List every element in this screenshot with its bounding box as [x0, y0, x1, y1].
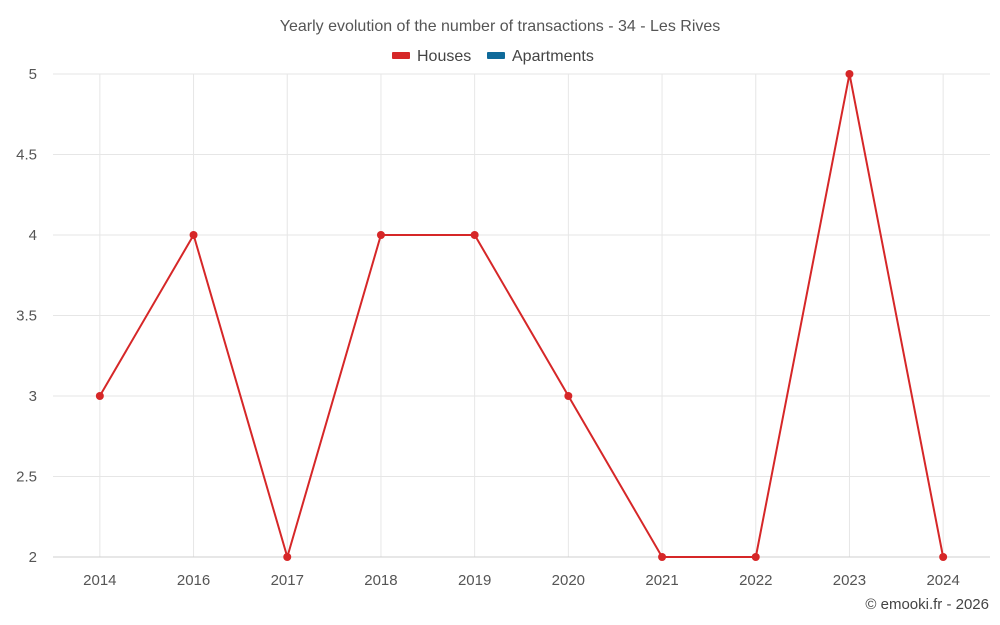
- series-houses: [95, 70, 948, 561]
- y-tick-label: 4: [29, 227, 37, 244]
- legend-swatch-apartments: [487, 52, 505, 59]
- x-tick-label: 2019: [458, 572, 491, 589]
- data-point[interactable]: [939, 553, 948, 561]
- y-tick-label: 3.5: [16, 308, 37, 325]
- chart-title: Yearly evolution of the number of transa…: [280, 18, 721, 35]
- x-tick-label: 2024: [926, 572, 959, 589]
- x-tick-label: 2023: [833, 572, 866, 589]
- y-tick-label: 4.5: [16, 147, 37, 164]
- series-line-houses: [98, 73, 945, 558]
- data-point[interactable]: [564, 392, 573, 400]
- legend: Houses Apartments: [392, 48, 594, 65]
- legend-label-apartments: Apartments: [512, 48, 594, 65]
- x-tick-label: 2014: [83, 572, 116, 589]
- legend-swatch-houses: [392, 52, 410, 59]
- data-point[interactable]: [376, 231, 385, 239]
- x-tick-label: 2020: [552, 572, 585, 589]
- y-tick-label: 2: [29, 549, 37, 566]
- legend-item-houses[interactable]: Houses: [392, 48, 471, 65]
- legend-label-houses: Houses: [417, 48, 471, 65]
- x-axis-ticks: 2014 2016 2017 2018 2019 2020 2021 2022 2023 2024: [83, 572, 960, 589]
- x-tick-label: 2016: [177, 572, 210, 589]
- data-point[interactable]: [751, 553, 760, 561]
- x-tick-label: 2018: [364, 572, 397, 589]
- y-tick-label: 2.5: [16, 469, 37, 486]
- y-tick-label: 3: [29, 388, 37, 405]
- y-axis-ticks: 2 2.5 3 3.5 4 4.5 5: [16, 66, 37, 566]
- data-point[interactable]: [470, 231, 479, 239]
- x-tick-label: 2021: [645, 572, 678, 589]
- data-point[interactable]: [189, 231, 198, 239]
- credit-footer: © emooki.fr - 2026: [865, 596, 989, 613]
- data-point[interactable]: [95, 392, 104, 400]
- data-point[interactable]: [283, 553, 292, 561]
- data-point[interactable]: [658, 553, 667, 561]
- x-tick-label: 2017: [271, 572, 304, 589]
- y-tick-label: 5: [29, 66, 37, 83]
- legend-item-apartments[interactable]: Apartments: [487, 48, 594, 65]
- grid: [53, 73, 990, 558]
- x-tick-label: 2022: [739, 572, 772, 589]
- data-point[interactable]: [845, 70, 854, 78]
